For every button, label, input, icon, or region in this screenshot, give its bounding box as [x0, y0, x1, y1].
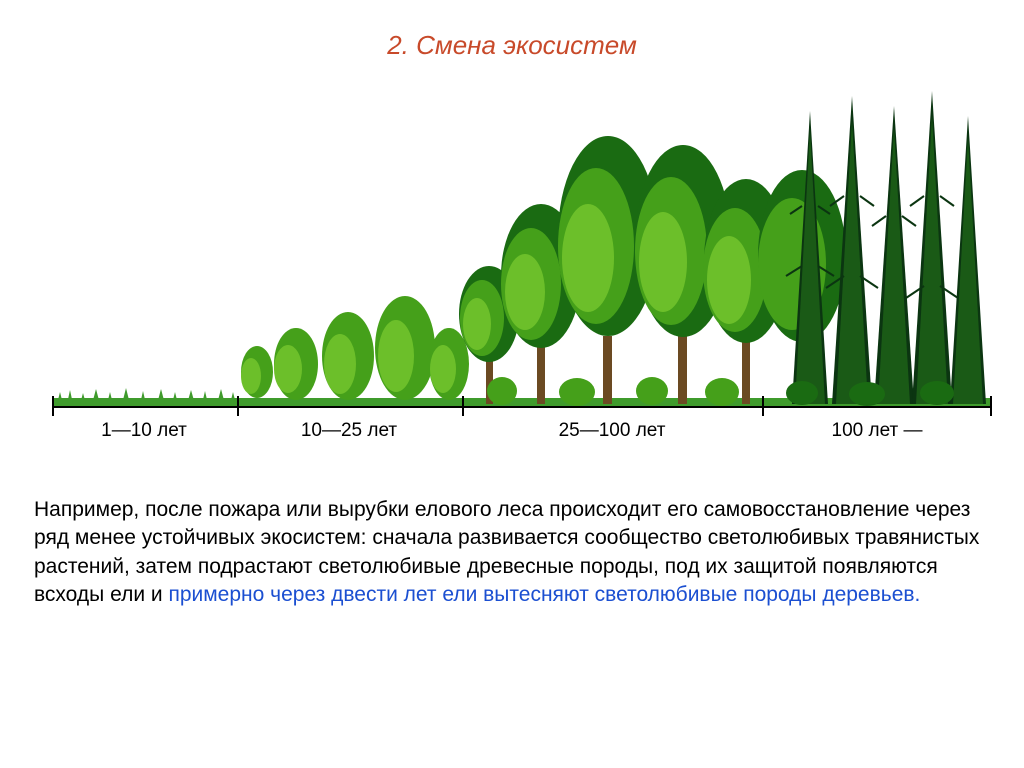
- axis-label: 1—10 лет: [101, 420, 187, 442]
- paragraph-highlight: примерно через двести лет ели вытесняют …: [168, 583, 920, 606]
- timeline-axis: 1—10 лет 10—25 лет 25—100 лет 100 лет —: [32, 406, 992, 446]
- axis-label: 100 лет —: [832, 420, 923, 442]
- explanatory-paragraph: Например, после пожара или вырубки елово…: [34, 496, 990, 609]
- axis-label: 10—25 лет: [301, 420, 397, 442]
- tick: [762, 396, 764, 416]
- stage-deciduous: [459, 136, 788, 406]
- succession-diagram: 1—10 лет 10—25 лет 25—100 лет 100 лет —: [32, 86, 992, 446]
- axis-label: 25—100 лет: [559, 420, 666, 442]
- vegetation-illustration: [32, 86, 992, 406]
- tick: [52, 396, 54, 416]
- tick: [462, 396, 464, 416]
- page-title: 2. Смена экосистем: [0, 0, 1024, 86]
- axis-line: [52, 406, 992, 408]
- tick: [237, 396, 239, 416]
- tick: [990, 396, 992, 416]
- stage-shrubs: [241, 296, 469, 400]
- stage-conifers: [758, 91, 986, 406]
